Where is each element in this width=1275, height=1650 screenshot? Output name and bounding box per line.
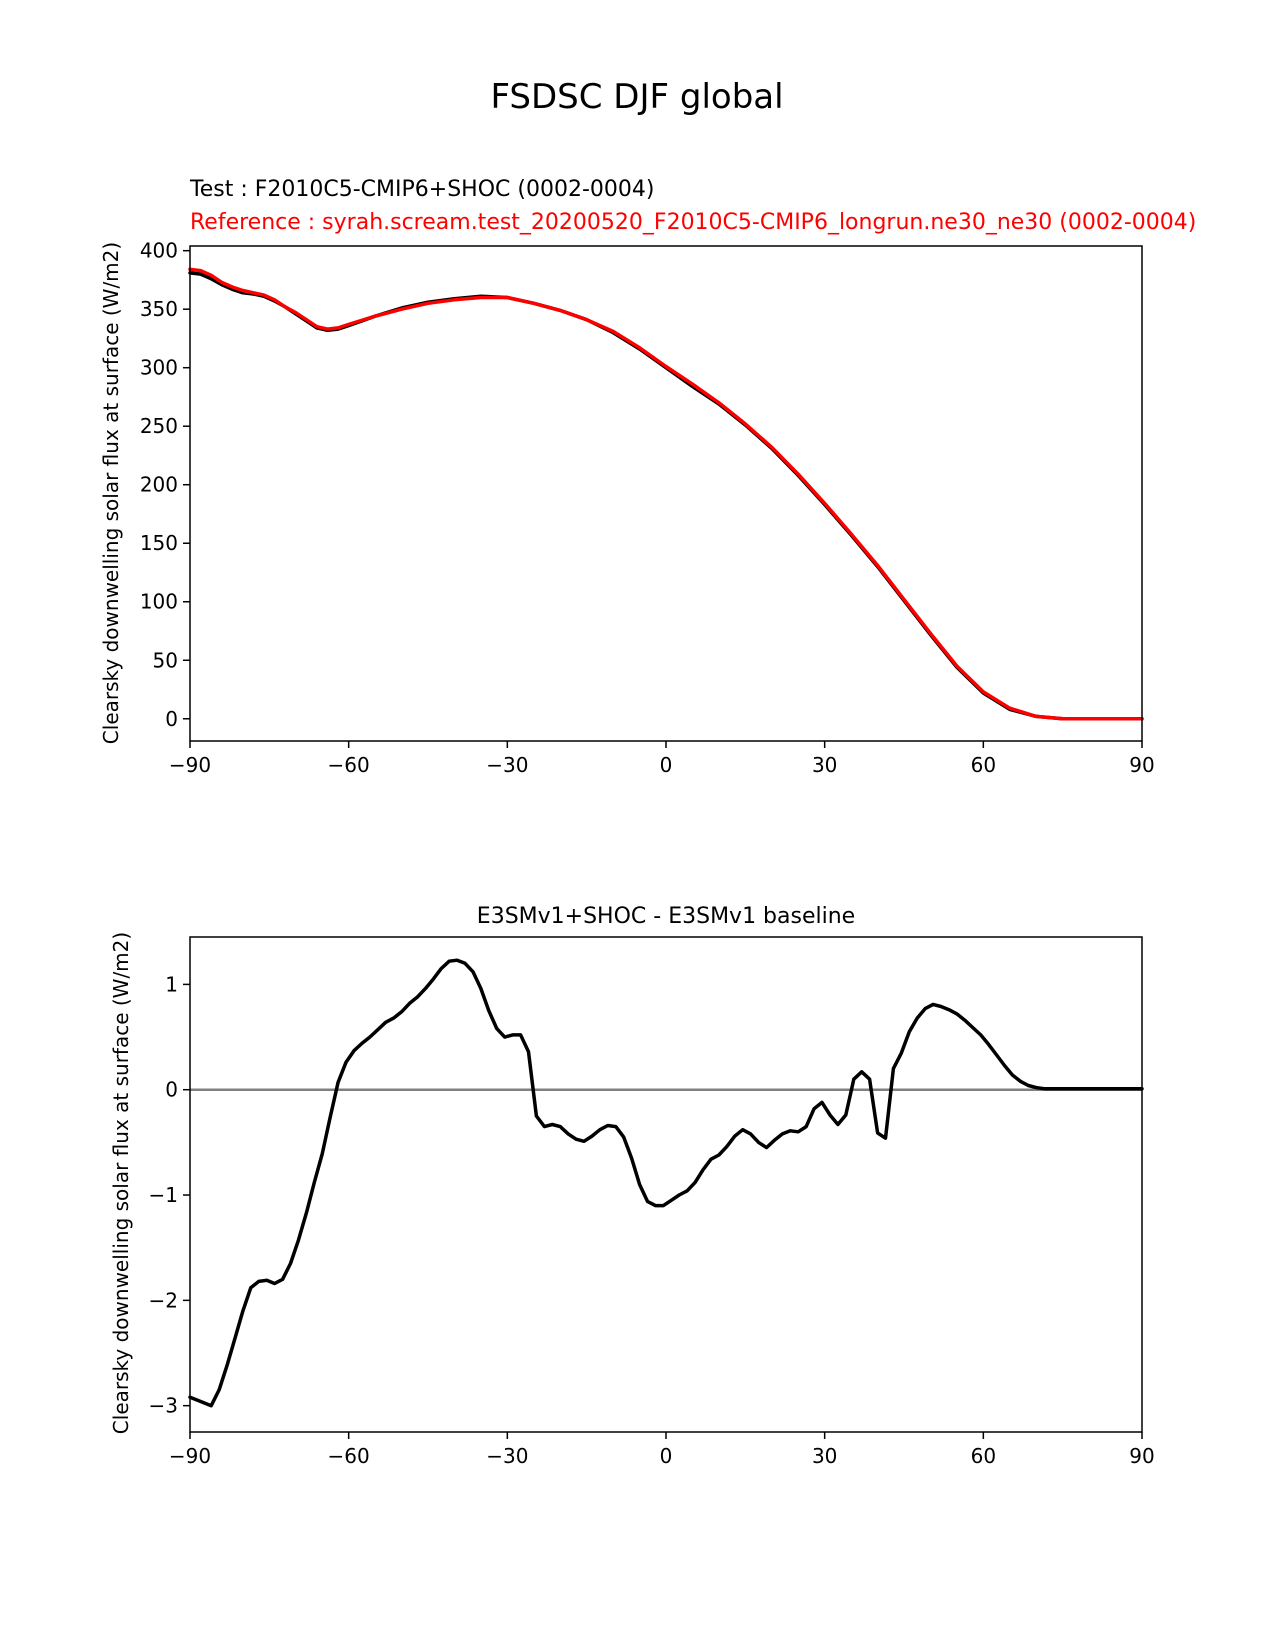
- bottom-y-tick-label: −1: [149, 1183, 178, 1207]
- top-y-tick-label: 350: [140, 297, 178, 321]
- top-x-tick-label: 0: [660, 753, 673, 777]
- top-y-tick-label: 100: [140, 590, 178, 614]
- bottom-x-tick-label: −30: [486, 1444, 528, 1468]
- reference-legend-label: Reference : syrah.scream.test_20200520_F…: [190, 210, 1196, 235]
- top-y-tick-label: 250: [140, 414, 178, 438]
- top-series-test-line: [188, 271, 1144, 721]
- top-y-tick-label: 150: [140, 531, 178, 555]
- bottom-y-tick-label: 0: [165, 1078, 178, 1102]
- bottom-x-tick-label: 60: [971, 1444, 996, 1468]
- top-y-tick-label: 200: [140, 473, 178, 497]
- bottom-y-tick-label: −2: [149, 1288, 178, 1312]
- top-y-tick-label: 0: [165, 707, 178, 731]
- top-x-tick-label: −60: [328, 753, 370, 777]
- bottom-y-axis-label: Clearsky downwelling solar flux at surfa…: [109, 932, 133, 1434]
- bottom-panel: E3SMv1+SHOC - E3SMv1 baseline Clearsky d…: [109, 904, 1155, 1468]
- top-x-tick-label: 30: [812, 753, 837, 777]
- bottom-x-tick-label: 0: [660, 1444, 673, 1468]
- bottom-y-tick-label: 1: [165, 972, 178, 996]
- top-x-tick-label: 90: [1129, 753, 1154, 777]
- top-series-reference-line: [188, 267, 1144, 721]
- bottom-y-tick-label: −3: [149, 1394, 178, 1418]
- bottom-plot-frame: [189, 936, 1143, 1433]
- top-x-tick-label: 60: [971, 753, 996, 777]
- top-plot-frame: [189, 245, 1143, 742]
- difference-plot-title: E3SMv1+SHOC - E3SMv1 baseline: [477, 904, 855, 929]
- top-x-tick-label: −90: [169, 753, 211, 777]
- bottom-axis-ticks: −90 −60 −30 0 30 60 90 −3 −2 −1 0 1: [149, 972, 1155, 1468]
- top-axis-ticks: −90 −60 −30 0 30 60 90 0 50 100 150 200 250 300 350 400: [140, 239, 1155, 777]
- bottom-x-tick-label: −90: [169, 1444, 211, 1468]
- test-legend-label: Test : F2010C5-CMIP6+SHOC (0002-0004): [189, 177, 654, 202]
- top-y-tick-label: 300: [140, 356, 178, 380]
- figure-title: FSDSC DJF global: [490, 77, 783, 117]
- bottom-series-difference-line: [188, 958, 1144, 1408]
- top-y-axis-label: Clearsky downwelling solar flux at surfa…: [99, 242, 123, 744]
- bottom-x-tick-label: 30: [812, 1444, 837, 1468]
- top-series-lines: [188, 267, 1144, 721]
- bottom-x-tick-label: −60: [328, 1444, 370, 1468]
- top-y-tick-label: 50: [153, 648, 178, 672]
- top-x-tick-label: −30: [486, 753, 528, 777]
- bottom-x-tick-label: 90: [1129, 1444, 1154, 1468]
- top-y-tick-label: 400: [140, 239, 178, 263]
- top-panel: Test : F2010C5-CMIP6+SHOC (0002-0004) Re…: [99, 177, 1196, 777]
- bottom-series-lines: [188, 958, 1144, 1408]
